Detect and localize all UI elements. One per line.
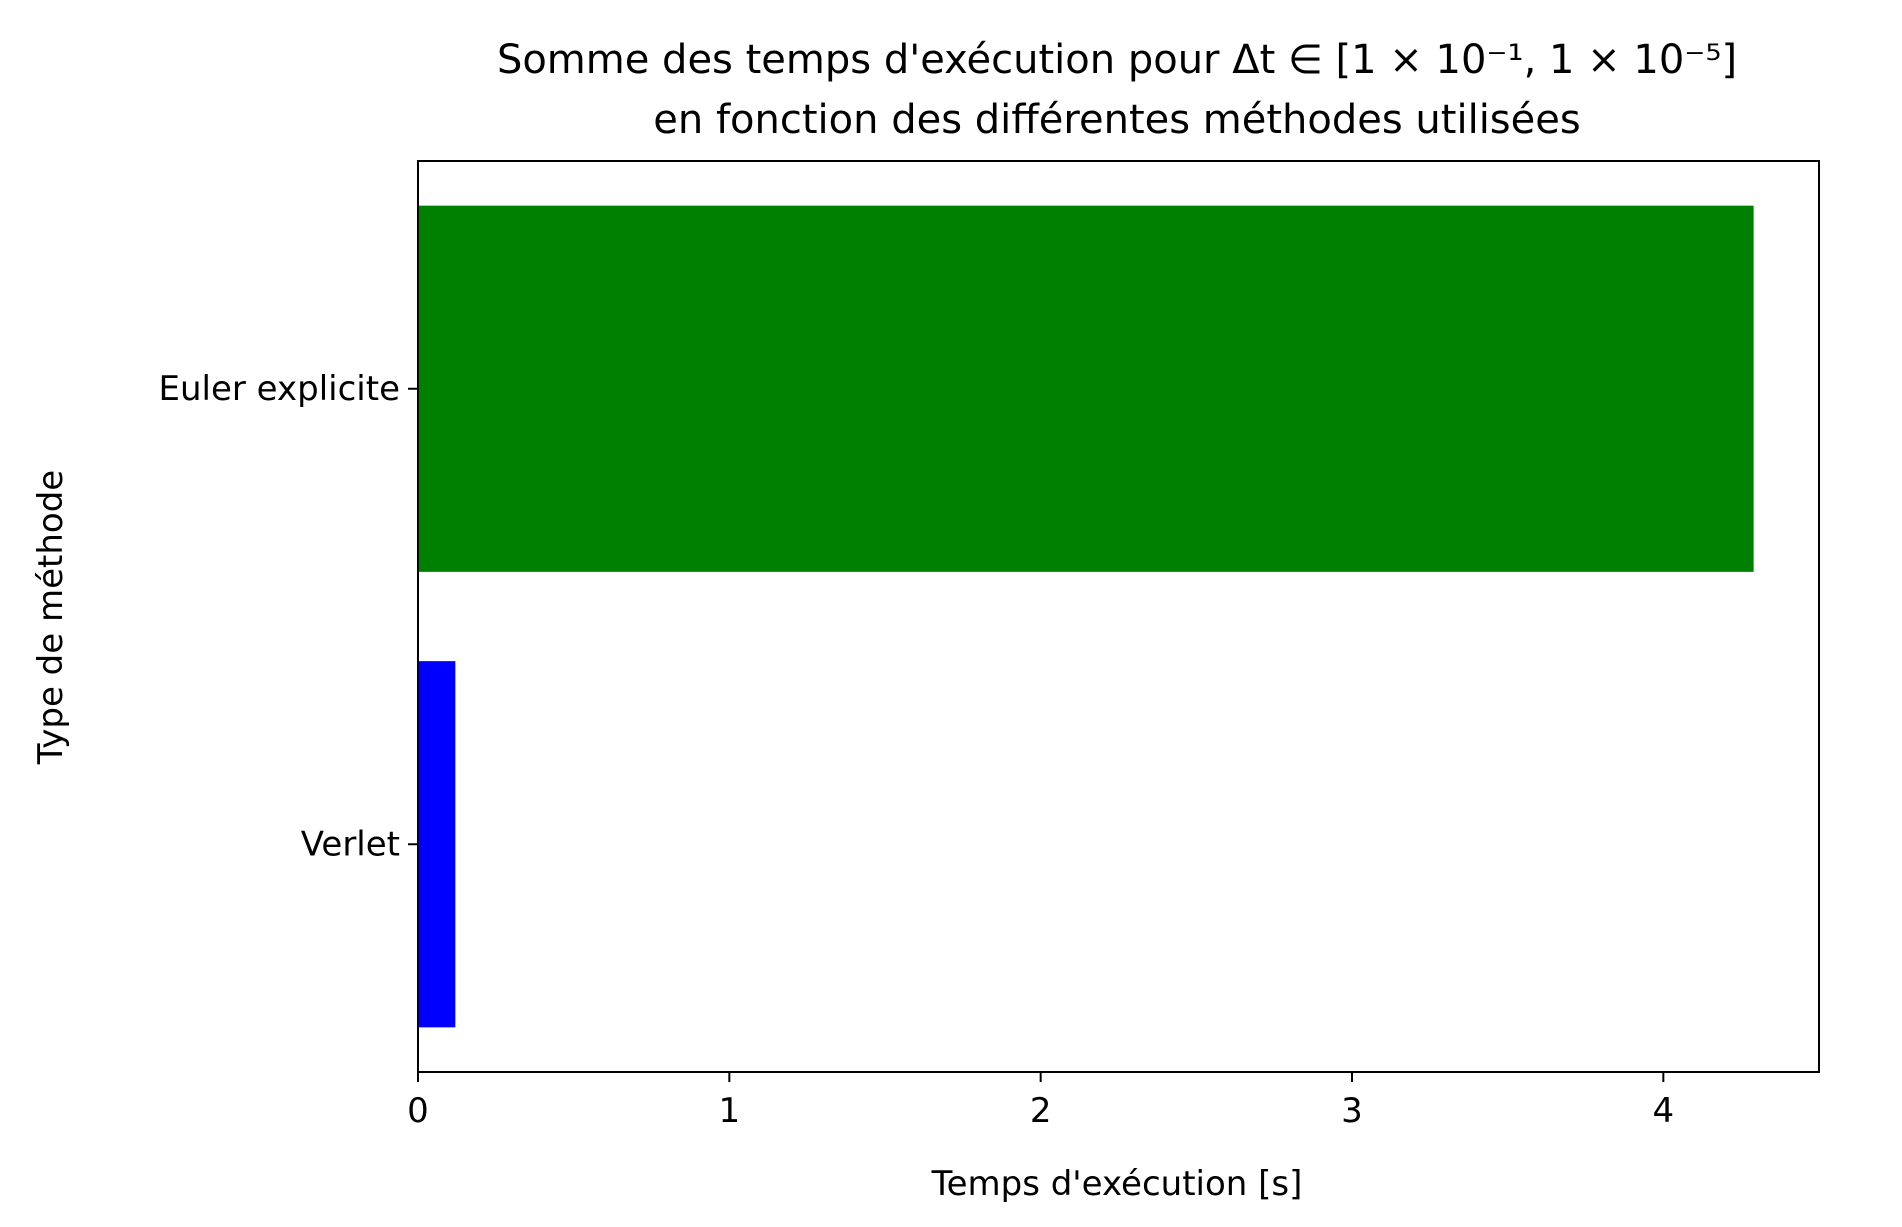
y-axis-ticks: Euler explicite Verlet: [159, 369, 418, 864]
bars-layer: [418, 205, 1754, 1028]
x-tick-label: 2: [1030, 1091, 1052, 1131]
x-axis-label: Temps d'exécution [s]: [931, 1164, 1303, 1204]
y-tick-label: Euler explicite: [159, 369, 401, 409]
chart-title-line-1: Somme des temps d'exécution pour Δt ∈ [1…: [497, 37, 1737, 83]
chart-title-line-2: en fonction des différentes méthodes uti…: [653, 97, 1580, 143]
x-tick-label: 0: [407, 1091, 429, 1131]
bar-euler-explicite: [418, 205, 1754, 572]
x-axis-ticks: 0 1 2 3 4: [407, 1072, 1674, 1131]
bar-verlet: [418, 661, 456, 1028]
y-tick-label: Verlet: [301, 824, 400, 864]
y-axis-label: Type de méthode: [31, 470, 71, 765]
x-tick-label: 4: [1653, 1091, 1675, 1131]
plot-area-frame: [417, 160, 1820, 1073]
x-tick-label: 3: [1341, 1091, 1363, 1131]
x-tick-label: 1: [719, 1091, 741, 1131]
